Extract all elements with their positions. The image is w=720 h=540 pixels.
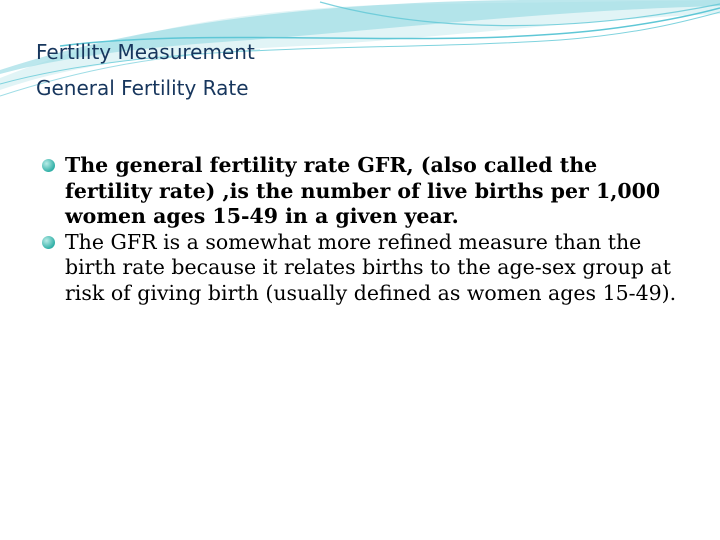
title-line-1: Fertility Measurement bbox=[36, 40, 255, 64]
bullet-list: The general fertility rate GFR, (also ca… bbox=[42, 153, 682, 306]
bullet-item-1: The general fertility rate GFR, (also ca… bbox=[42, 153, 682, 230]
bullet-dot-icon bbox=[42, 235, 55, 249]
slide-title: Fertility Measurement General Fertility … bbox=[36, 34, 255, 106]
bullet-item-2: The GFR is a somewhat more refined measu… bbox=[42, 230, 682, 307]
bullet-dot-icon bbox=[42, 159, 55, 172]
decorative-swoosh bbox=[0, 0, 720, 97]
bullet-text-1: The general fertility rate GFR, (also ca… bbox=[65, 153, 661, 228]
title-line-2: General Fertility Rate bbox=[36, 76, 249, 100]
bullet-text-2: The GFR is a somewhat more refined measu… bbox=[65, 229, 677, 305]
